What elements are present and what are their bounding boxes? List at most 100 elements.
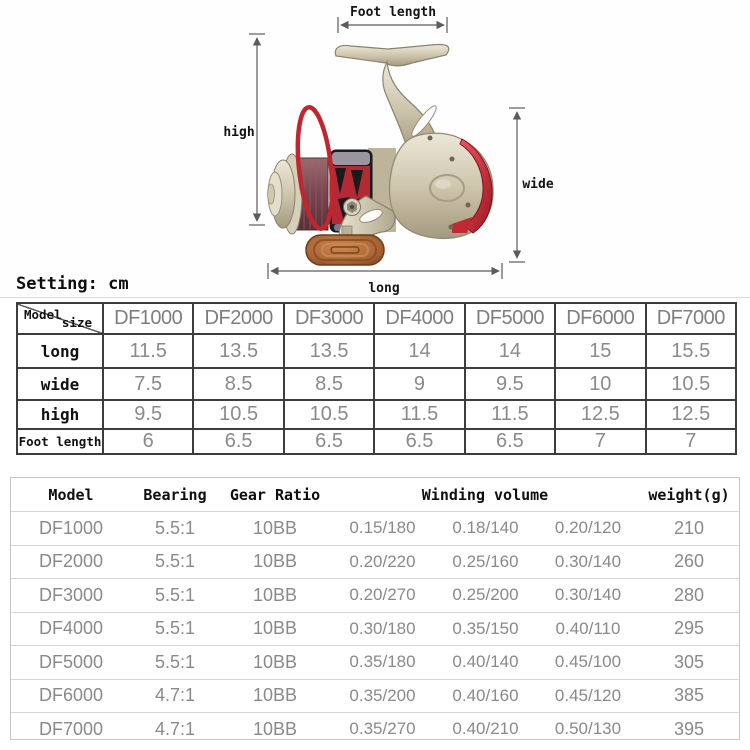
reel-hex-screw-center	[349, 204, 355, 210]
spec-row-df3000: DF3000 5.5:1 10BB 0.20/270 0.25/200 0.30…	[11, 578, 739, 612]
spec-weight: 385	[673, 685, 705, 706]
size-value: 6	[101, 428, 195, 455]
row-label-long: long	[16, 333, 104, 369]
size-value: 10	[554, 367, 647, 401]
size-value: 13.5	[192, 333, 285, 369]
reel-wood-grain	[313, 239, 377, 261]
spec-winding: 0.35/180	[349, 652, 416, 672]
model-header: DF3000	[282, 302, 376, 335]
model-header: DF6000	[554, 302, 647, 335]
size-row-high: high 9.5 10.5 10.5 11.5 11.5 12.5 12.5	[16, 399, 738, 430]
corner-model-label: Model	[24, 307, 62, 322]
spec-row-df1000: DF1000 5.5:1 10BB 0.15/180 0.18/140 0.20…	[11, 511, 739, 545]
reel-screw	[448, 224, 454, 230]
size-value: 9.5	[101, 399, 195, 430]
spec-winding: 0.50/130	[554, 719, 622, 739]
reel-bail-wire	[295, 105, 335, 231]
size-value: 15	[554, 333, 647, 369]
spec-row-df2000: DF2000 5.5:1 10BB 0.20/220 0.25/160 0.30…	[11, 544, 739, 579]
spec-row-df6000: DF6000 4.7:1 10BB 0.35/200 0.40/160 0.45…	[11, 678, 739, 713]
size-row-wide: wide 7.5 8.5 8.5 9 9.5 10 10.5	[16, 367, 738, 401]
model-header: DF4000	[373, 302, 466, 335]
spec-bearing: 5.5:1	[154, 551, 196, 572]
model-size-corner-cell: Model size	[16, 302, 104, 335]
size-table: Model size DF1000 DF2000 DF3000 DF4000 D…	[16, 302, 738, 455]
size-value: 9	[373, 367, 466, 401]
spec-bearing: 4.7:1	[154, 718, 196, 739]
reel-drag-knob	[267, 183, 275, 205]
spec-winding: 0.40/140	[452, 652, 519, 672]
spec-row-df4000: DF4000 5.5:1 10BB 0.30/180 0.35/150 0.40…	[11, 611, 739, 646]
size-value: 6.5	[373, 428, 466, 455]
spec-winding: 0.25/200	[452, 585, 519, 605]
reel-arm-cutout	[411, 105, 437, 137]
model-header: DF1000	[101, 302, 195, 335]
spec-weight: 295	[673, 618, 705, 639]
reel-screw	[465, 202, 471, 208]
reel-illustration	[249, 17, 525, 279]
spec-bearing: 5.5:1	[154, 651, 196, 672]
size-value: 10.5	[644, 367, 738, 401]
reel-wood-grain	[321, 243, 369, 257]
spec-winding: 0.40/110	[555, 618, 621, 638]
reel-screw	[449, 156, 455, 162]
spec-gear-ratio: 10BB	[252, 618, 298, 639]
spec-model: DF2000	[38, 551, 104, 572]
spec-winding: 0.20/270	[349, 585, 416, 605]
size-value: 15.5	[644, 333, 738, 369]
size-value: 6.5	[282, 428, 376, 455]
size-value: 10.5	[192, 399, 285, 430]
foot-length-label: Foot length	[349, 5, 437, 20]
reel-wood-grain	[330, 246, 360, 254]
reel-handle-slot	[359, 209, 383, 223]
spec-winding: 0.45/100	[554, 652, 622, 672]
model-header: DF5000	[463, 302, 557, 335]
size-value: 11.5	[101, 333, 195, 369]
spec-winding: 0.30/180	[349, 618, 416, 638]
photo-bottom-edge	[0, 297, 750, 298]
size-value: 9.5	[463, 367, 557, 401]
spec-gear-ratio: 10BB	[252, 718, 298, 739]
spec-weight: 260	[673, 551, 705, 572]
spec-header-winding-volume: Winding volume	[421, 485, 549, 504]
spec-header-bearing: Bearing	[143, 485, 207, 504]
spec-winding: 0.35/270	[349, 719, 416, 739]
setting-unit-note: Setting: cm	[16, 274, 129, 294]
spec-header-gear-ratio: Gear Ratio	[229, 485, 321, 504]
reel-rotor-wedge	[351, 170, 363, 197]
size-value: 12.5	[644, 399, 738, 430]
spec-winding: 0.45/120	[554, 685, 622, 705]
spec-weight: 305	[673, 651, 705, 672]
size-value: 11.5	[463, 399, 557, 430]
size-value: 8.5	[282, 367, 376, 401]
spec-winding: 0.30/140	[554, 551, 622, 571]
row-label-high: high	[16, 399, 104, 430]
size-value: 7.5	[101, 367, 195, 401]
spec-bearing: 4.7:1	[154, 685, 196, 706]
spec-winding: 0.18/140	[452, 518, 519, 538]
spec-table: Model Bearing Gear Ratio Winding volume …	[10, 477, 740, 740]
spec-model: DF4000	[38, 618, 104, 639]
size-value: 11.5	[373, 399, 466, 430]
reel-rotor-band-top	[332, 152, 370, 165]
reel-foot	[334, 43, 450, 67]
spec-gear-ratio: 10BB	[252, 651, 298, 672]
reel-red-tab	[452, 217, 472, 233]
wide-label: wide	[522, 177, 554, 192]
spec-winding: 0.25/160	[452, 551, 519, 571]
size-value: 14	[373, 333, 466, 369]
spec-gear-ratio: 10BB	[252, 584, 298, 605]
spec-table-header-row: Model Bearing Gear Ratio Winding volume …	[11, 478, 739, 511]
size-value: 6.5	[192, 428, 285, 455]
spec-model: DF6000	[38, 685, 104, 706]
row-label-wide: wide	[16, 367, 104, 401]
spec-weight: 280	[673, 584, 705, 605]
size-value: 6.5	[463, 428, 557, 455]
reel-wood-knob	[305, 234, 385, 266]
spec-model: DF7000	[38, 718, 104, 739]
size-value: 10.5	[282, 399, 376, 430]
model-header: DF2000	[192, 302, 285, 335]
spec-gear-ratio: 10BB	[252, 517, 298, 538]
spec-model: DF1000	[38, 517, 104, 538]
size-row-foot-length: Foot length 6 6.5 6.5 6.5 6.5 7 7	[16, 428, 738, 455]
